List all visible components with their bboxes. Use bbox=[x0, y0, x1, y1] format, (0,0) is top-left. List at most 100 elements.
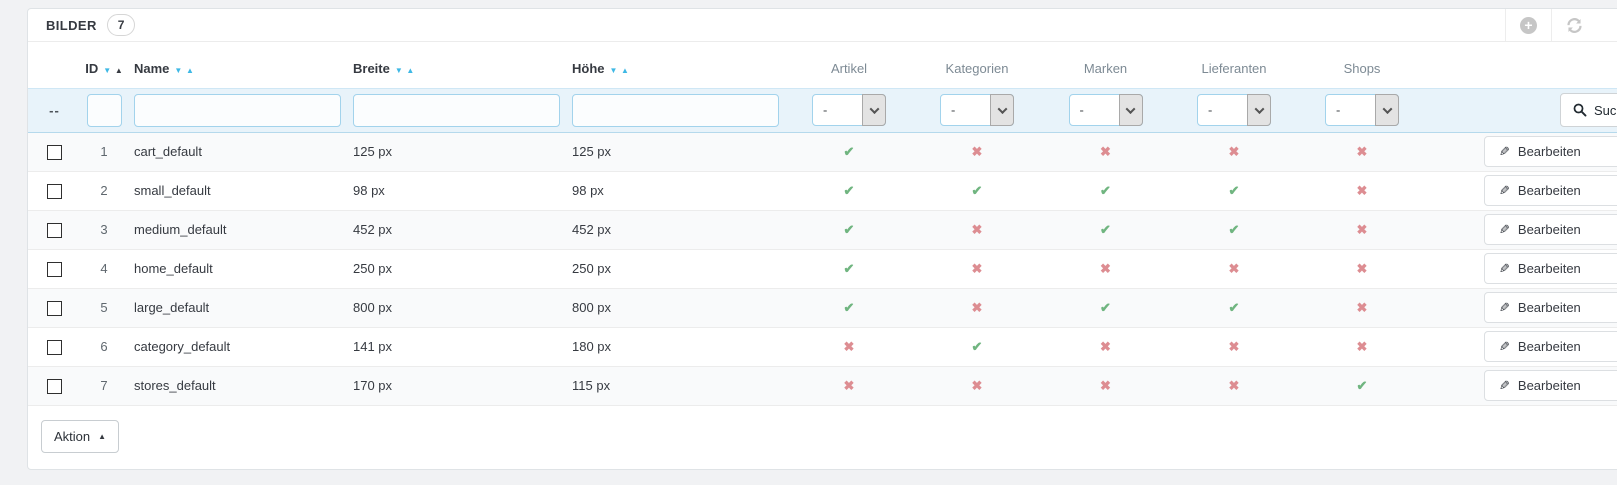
column-label-hoehe: Höhe bbox=[572, 61, 605, 77]
column-header-marken: Marken bbox=[1083, 61, 1128, 77]
row-select-checkbox[interactable] bbox=[47, 339, 62, 355]
edit-button-label: Bearbeiten bbox=[1517, 300, 1581, 315]
row-id: 7 bbox=[81, 366, 127, 406]
artikel-filter-select[interactable]: - bbox=[812, 94, 886, 126]
row-breite: 250 px bbox=[346, 249, 565, 289]
edit-button[interactable]: ✎ Bearbeiten bbox=[1484, 136, 1617, 167]
pencil-icon: ✎ bbox=[1499, 182, 1510, 198]
column-header-kategorien: Kategorien bbox=[945, 61, 1009, 77]
shops-flag-icon: ✔ bbox=[1356, 377, 1368, 393]
sort-asc-icon[interactable]: ▲ bbox=[621, 66, 629, 76]
edit-button[interactable]: ✎ Bearbeiten bbox=[1484, 175, 1617, 206]
pencil-icon: ✎ bbox=[1499, 377, 1510, 393]
column-label-id: ID bbox=[85, 61, 99, 77]
name-filter-input[interactable] bbox=[134, 93, 341, 127]
shops-flag-icon: ✖ bbox=[1356, 143, 1368, 159]
panel-heading-actions: + bbox=[1505, 9, 1597, 41]
edit-button[interactable]: ✎ Bearbeiten bbox=[1484, 214, 1617, 245]
lieferanten-flag-icon: ✖ bbox=[1228, 377, 1240, 393]
row-breite: 125 px bbox=[346, 132, 565, 172]
row-select-checkbox[interactable] bbox=[47, 183, 62, 199]
chevron-down-icon bbox=[1118, 94, 1143, 126]
refresh-icon bbox=[1567, 17, 1582, 33]
sort-desc-icon[interactable]: ▼ bbox=[174, 66, 183, 76]
breite-filter-input[interactable] bbox=[353, 93, 560, 127]
kategorien-flag-icon: ✖ bbox=[971, 221, 983, 237]
kategorien-filter-select[interactable]: - bbox=[940, 94, 1014, 126]
row-name: small_default bbox=[127, 171, 346, 211]
lieferanten-flag-icon: ✖ bbox=[1228, 338, 1240, 354]
filter-row: -- - - bbox=[28, 87, 1617, 133]
shops-flag-icon: ✖ bbox=[1356, 221, 1368, 237]
table-row: 2 small_default 98 px 98 px ✔ ✔ ✔ ✔ ✖ ✎ B… bbox=[28, 171, 1617, 211]
search-button-label: Suchen bbox=[1594, 102, 1617, 118]
edit-button[interactable]: ✎ Bearbeiten bbox=[1484, 370, 1617, 401]
column-header-shops: Shops bbox=[1343, 61, 1381, 77]
caret-up-icon: ▲ bbox=[98, 431, 107, 441]
artikel-flag-icon: ✔ bbox=[843, 260, 855, 276]
bulk-actions-button[interactable]: Aktion ▲ bbox=[41, 419, 120, 453]
row-name: stores_default bbox=[127, 366, 346, 406]
edit-button[interactable]: ✎ Bearbeiten bbox=[1484, 253, 1617, 284]
kategorien-flag-icon: ✖ bbox=[971, 260, 983, 276]
add-button[interactable]: + bbox=[1505, 9, 1551, 41]
sort-asc-icon[interactable]: ▲ bbox=[185, 66, 194, 76]
lieferanten-flag-icon: ✖ bbox=[1228, 260, 1240, 276]
pencil-icon: ✎ bbox=[1499, 299, 1510, 315]
column-header-hoehe: Höhe ▼ ▲ bbox=[565, 42, 785, 88]
panel-heading: BILDER 7 + bbox=[28, 9, 1617, 42]
select-value: - bbox=[1336, 102, 1341, 118]
marken-flag-icon: ✖ bbox=[1100, 143, 1111, 159]
sort-asc-icon[interactable]: ▲ bbox=[114, 66, 123, 76]
row-select-checkbox[interactable] bbox=[47, 378, 62, 394]
select-value: - bbox=[951, 102, 956, 118]
column-header-actions bbox=[1426, 42, 1617, 88]
column-label-name: Name bbox=[134, 61, 170, 77]
refresh-button[interactable] bbox=[1551, 9, 1597, 41]
chevron-down-icon bbox=[1375, 94, 1399, 126]
images-table: ID ▼ ▲ Name ▼ ▲ Breite ▼ ▲ Höhe ▼ ▲ Artikel … bbox=[28, 42, 1617, 406]
row-id: 2 bbox=[81, 171, 127, 211]
bulk-select-placeholder: -- bbox=[49, 102, 60, 118]
lieferanten-filter-select[interactable]: - bbox=[1197, 94, 1271, 126]
sort-asc-icon[interactable]: ▲ bbox=[406, 66, 415, 76]
row-select-checkbox[interactable] bbox=[47, 144, 62, 160]
marken-flag-icon: ✖ bbox=[1100, 377, 1111, 393]
kategorien-flag-icon: ✖ bbox=[971, 377, 983, 393]
marken-filter-select[interactable]: - bbox=[1068, 94, 1143, 126]
artikel-flag-icon: ✖ bbox=[843, 338, 855, 354]
edit-button-label: Bearbeiten bbox=[1517, 222, 1581, 237]
select-value: - bbox=[1208, 102, 1213, 118]
row-breite: 800 px bbox=[346, 288, 565, 328]
marken-flag-icon: ✖ bbox=[1100, 338, 1111, 354]
row-select-checkbox[interactable] bbox=[47, 222, 62, 238]
row-select-checkbox[interactable] bbox=[47, 261, 62, 277]
row-select-checkbox[interactable] bbox=[47, 300, 62, 316]
chevron-down-icon bbox=[990, 94, 1014, 126]
marken-flag-icon: ✔ bbox=[1100, 299, 1111, 315]
row-name: home_default bbox=[127, 249, 346, 289]
sort-desc-icon[interactable]: ▼ bbox=[394, 66, 403, 76]
hoehe-filter-input[interactable] bbox=[572, 93, 779, 127]
count-badge: 7 bbox=[106, 14, 136, 36]
plus-circle-icon: + bbox=[1520, 16, 1537, 34]
artikel-flag-icon: ✖ bbox=[843, 377, 855, 393]
sort-desc-icon[interactable]: ▼ bbox=[103, 66, 112, 76]
panel-footer: Aktion ▲ bbox=[28, 406, 1617, 453]
row-hoehe: 800 px bbox=[565, 288, 785, 328]
row-hoehe: 452 px bbox=[565, 210, 785, 250]
marken-flag-icon: ✔ bbox=[1100, 221, 1111, 237]
column-header-artikel: Artikel bbox=[830, 61, 868, 77]
sort-desc-icon[interactable]: ▼ bbox=[609, 66, 618, 76]
edit-button-label: Bearbeiten bbox=[1517, 144, 1581, 159]
search-button[interactable]: Suchen bbox=[1560, 93, 1617, 127]
id-filter-input[interactable] bbox=[86, 93, 122, 127]
shops-filter-select[interactable]: - bbox=[1325, 94, 1399, 126]
row-hoehe: 98 px bbox=[565, 171, 785, 211]
table-row: 7 stores_default 170 px 115 px ✖ ✖ ✖ ✖ ✔… bbox=[28, 366, 1617, 406]
edit-button[interactable]: ✎ Bearbeiten bbox=[1484, 331, 1617, 362]
table-row: 4 home_default 250 px 250 px ✔ ✖ ✖ ✖ ✖ ✎… bbox=[28, 249, 1617, 289]
edit-button[interactable]: ✎ Bearbeiten bbox=[1484, 292, 1617, 323]
search-icon bbox=[1573, 103, 1587, 117]
row-name: large_default bbox=[127, 288, 346, 328]
